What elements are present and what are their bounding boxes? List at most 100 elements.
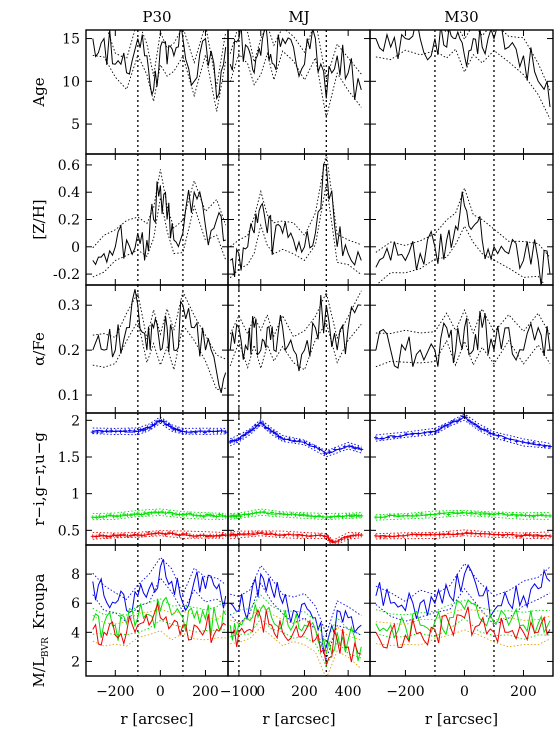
color-profile-point bbox=[470, 420, 475, 425]
color-profile-point bbox=[163, 511, 168, 516]
color-profile-point bbox=[90, 430, 95, 435]
color-profile-point bbox=[286, 532, 291, 537]
color-profile-point bbox=[419, 511, 424, 516]
ml-profile-envelope bbox=[375, 617, 551, 640]
color-profile-point bbox=[251, 426, 256, 431]
color-profile-point bbox=[236, 437, 241, 442]
x-tick-label: 200 bbox=[192, 684, 219, 700]
color-profile-point bbox=[125, 513, 130, 518]
color-profile-point bbox=[146, 512, 151, 517]
color-profile-point bbox=[153, 509, 158, 514]
panel bbox=[227, 284, 371, 414]
color-profile-point bbox=[356, 446, 361, 451]
color-profile-point bbox=[194, 513, 199, 518]
color-profile-envelope bbox=[375, 514, 551, 521]
color-profile-point bbox=[273, 512, 278, 517]
y-tick-label: 1 bbox=[71, 487, 80, 503]
color-profile-point bbox=[101, 515, 106, 520]
color-profile-point bbox=[255, 530, 260, 535]
color-profile-point bbox=[485, 428, 490, 433]
color-profile-point bbox=[268, 429, 273, 434]
profile-envelope bbox=[229, 321, 362, 371]
color-profile-point bbox=[163, 532, 168, 537]
color-profile-point bbox=[482, 512, 487, 517]
color-profile-point bbox=[132, 532, 137, 537]
color-profile-envelope bbox=[375, 509, 551, 516]
color-profile-point bbox=[207, 428, 212, 433]
color-profile-point bbox=[125, 533, 130, 538]
profile-envelope bbox=[92, 197, 227, 278]
color-profile-point bbox=[145, 425, 150, 430]
color-profile-point bbox=[115, 534, 120, 539]
color-profile-point bbox=[234, 438, 239, 443]
color-profile-point bbox=[527, 532, 532, 537]
y-axis-title: Age bbox=[30, 77, 48, 107]
color-profile-point bbox=[205, 534, 210, 539]
color-profile-point bbox=[479, 427, 484, 432]
panel bbox=[369, 153, 554, 286]
color-profile-point bbox=[359, 513, 364, 518]
ml-profile-envelope bbox=[230, 618, 362, 668]
color-profile-point bbox=[109, 428, 114, 433]
color-profile-point bbox=[548, 513, 553, 518]
color-profile-point bbox=[111, 514, 116, 519]
color-profile-point bbox=[104, 514, 109, 519]
color-profile-point bbox=[138, 427, 143, 432]
color-profile-point bbox=[132, 512, 137, 517]
color-profile-point bbox=[396, 533, 401, 538]
color-profile-point bbox=[180, 531, 185, 536]
color-profile-point bbox=[446, 512, 451, 517]
color-profile-point bbox=[543, 513, 548, 518]
color-profile-point bbox=[278, 435, 283, 440]
color-profile-point bbox=[339, 537, 344, 542]
ml-profile-line bbox=[229, 572, 362, 655]
color-profile-point bbox=[491, 512, 496, 517]
color-profile-point bbox=[118, 513, 123, 518]
x-axis-title: r [arcsec] bbox=[425, 710, 498, 728]
y-axis-title-text: α/Fe bbox=[30, 332, 48, 366]
y-axis-title-extra: Kroupa bbox=[30, 574, 48, 630]
color-profile-point bbox=[264, 531, 269, 536]
color-profile-point bbox=[350, 444, 355, 449]
color-profile-point bbox=[184, 531, 189, 536]
color-profile-point bbox=[171, 426, 176, 431]
color-profile-envelope bbox=[92, 530, 226, 534]
color-profile-point bbox=[118, 533, 123, 538]
x-tick-label: 0 bbox=[256, 684, 265, 700]
ml-profile-line bbox=[92, 558, 227, 614]
color-profile-point bbox=[300, 533, 305, 538]
color-profile-point bbox=[392, 534, 397, 539]
panel-frame bbox=[227, 29, 371, 155]
color-profile-point bbox=[476, 424, 481, 429]
y-tick-label: 0.1 bbox=[58, 388, 80, 404]
color-profile-point bbox=[108, 513, 113, 518]
color-profile-point bbox=[442, 511, 447, 516]
color-profile-point bbox=[336, 513, 341, 518]
color-profile-point bbox=[211, 429, 216, 434]
panel-data bbox=[92, 545, 227, 676]
panel-data bbox=[92, 154, 227, 285]
profile-line bbox=[229, 163, 362, 277]
panel-data bbox=[229, 545, 362, 676]
color-profile-point bbox=[332, 514, 337, 519]
panel-data bbox=[92, 30, 227, 154]
color-profile-point bbox=[473, 422, 478, 427]
color-profile-point bbox=[437, 532, 442, 537]
ml-profile-envelope bbox=[375, 629, 551, 648]
y-axis-title-text: r−i,g−r,u−g bbox=[30, 432, 48, 526]
color-profile-point bbox=[295, 533, 300, 538]
color-profile-point bbox=[293, 512, 298, 517]
color-profile-point bbox=[347, 513, 352, 518]
color-profile-point bbox=[523, 513, 528, 518]
color-profile-point bbox=[373, 435, 378, 440]
color-profile-point bbox=[309, 533, 314, 538]
color-profile-point bbox=[539, 534, 544, 539]
color-profile-point bbox=[97, 533, 102, 538]
color-profile-point bbox=[337, 447, 342, 452]
color-profile-point bbox=[198, 429, 203, 434]
color-profile-point bbox=[410, 432, 415, 437]
color-profile-point bbox=[514, 513, 519, 518]
y-tick-label: 0.2 bbox=[58, 343, 80, 359]
color-profile-envelope bbox=[375, 535, 551, 540]
